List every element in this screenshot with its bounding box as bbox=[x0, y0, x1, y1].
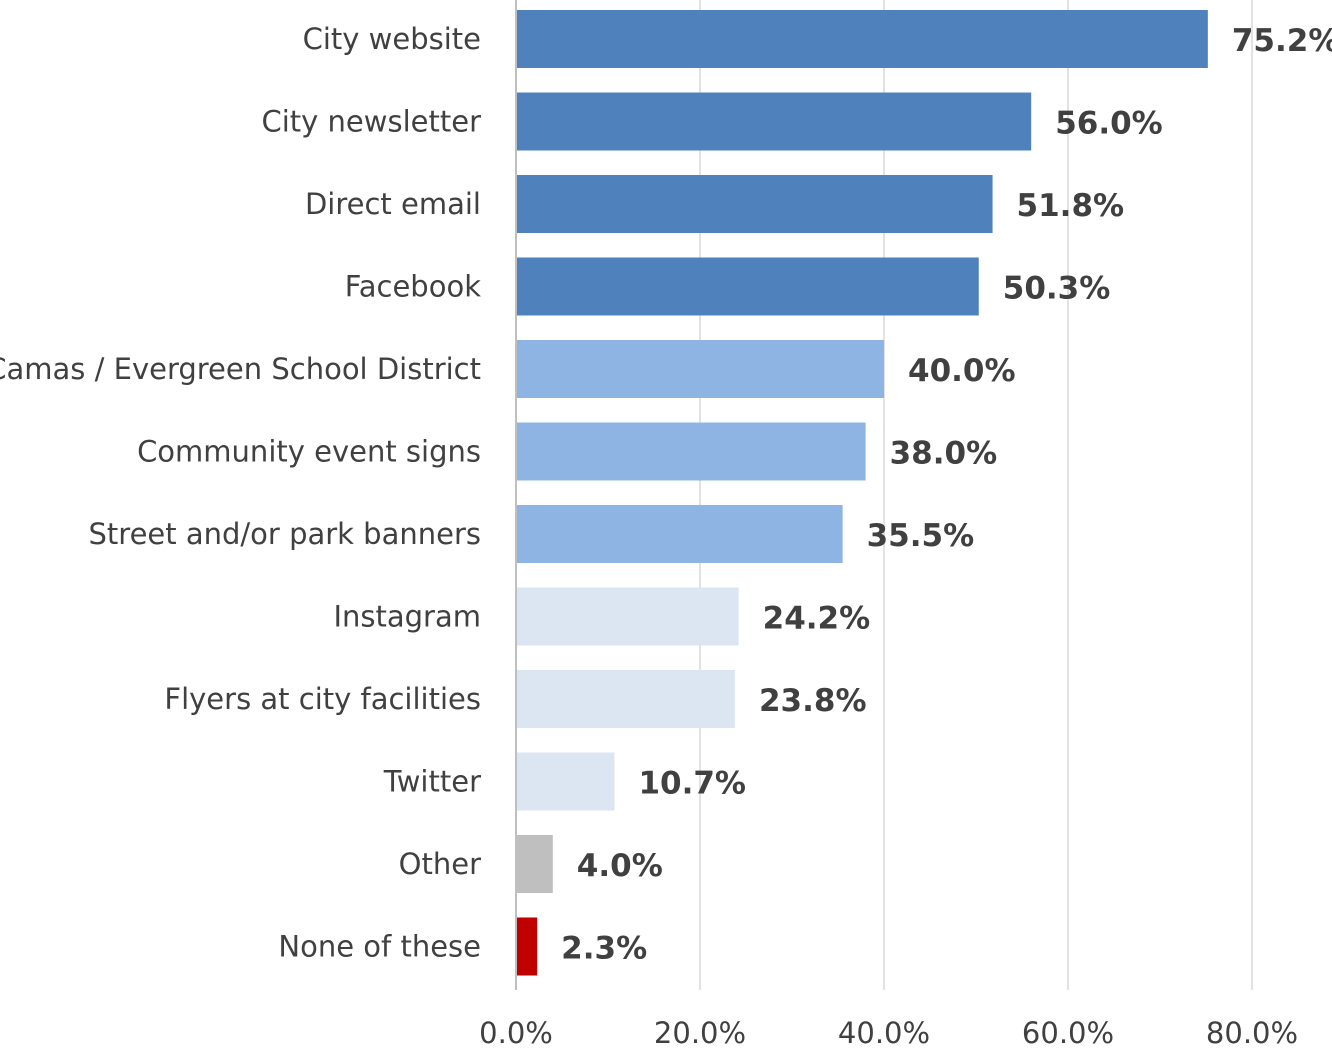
x-tick-label-1: 20.0% bbox=[654, 1016, 746, 1048]
category-label-3: Facebook bbox=[345, 270, 481, 304]
bar-11 bbox=[516, 917, 538, 976]
category-label-9: Twitter bbox=[383, 765, 481, 799]
value-label-1: 56.0% bbox=[1055, 106, 1163, 142]
category-label-6: Street and/or park banners bbox=[89, 517, 481, 551]
bar-2 bbox=[516, 175, 993, 233]
category-labels: City website City newsletter Direct email F… bbox=[0, 22, 481, 964]
bar-6 bbox=[516, 505, 843, 563]
x-tick-label-2: 40.0% bbox=[838, 1016, 930, 1048]
bar-9 bbox=[516, 752, 615, 811]
x-tick-label-4: 80.0% bbox=[1206, 1016, 1298, 1048]
category-label-4: Camas / Evergreen School District bbox=[0, 352, 481, 386]
x-tick-label-0: 0.0% bbox=[479, 1016, 553, 1048]
category-label-8: Flyers at city facilities bbox=[164, 682, 481, 716]
value-label-7: 24.2% bbox=[763, 601, 871, 637]
bar-8 bbox=[516, 670, 735, 728]
category-label-10: Other bbox=[399, 847, 481, 881]
bar-1 bbox=[516, 92, 1032, 151]
x-axis-tick-labels: 0.0% 20.0% 40.0% 60.0% 80.0% bbox=[479, 1016, 1298, 1048]
x-tick-label-3: 60.0% bbox=[1022, 1016, 1114, 1048]
bar-5 bbox=[516, 422, 866, 481]
value-label-11: 2.3% bbox=[561, 931, 647, 967]
category-label-5: Community event signs bbox=[137, 435, 481, 469]
bar-3 bbox=[516, 257, 979, 316]
value-label-3: 50.3% bbox=[1003, 271, 1111, 307]
value-label-5: 38.0% bbox=[890, 436, 998, 472]
category-label-0: City website bbox=[303, 22, 481, 56]
value-label-9: 10.7% bbox=[638, 766, 746, 802]
category-label-2: Direct email bbox=[305, 187, 481, 221]
value-label-8: 23.8% bbox=[759, 683, 867, 719]
gridlines bbox=[699, 0, 1253, 990]
bars bbox=[516, 10, 1208, 976]
bar-10 bbox=[516, 835, 553, 893]
value-label-0: 75.2% bbox=[1232, 23, 1332, 59]
category-label-1: City newsletter bbox=[261, 105, 481, 139]
value-label-6: 35.5% bbox=[867, 518, 975, 554]
value-label-4: 40.0% bbox=[908, 353, 1016, 389]
value-labels: 75.2% 56.0% 51.8% 50.3% 40.0% 38.0% 35.5% 24.2%… bbox=[561, 23, 1332, 967]
bar-4 bbox=[516, 340, 884, 398]
category-label-11: None of these bbox=[278, 930, 481, 964]
category-label-7: Instagram bbox=[333, 600, 481, 634]
bar-0 bbox=[516, 10, 1208, 68]
value-label-2: 51.8% bbox=[1017, 188, 1125, 224]
value-label-10: 4.0% bbox=[577, 848, 663, 884]
bar-7 bbox=[516, 587, 739, 646]
